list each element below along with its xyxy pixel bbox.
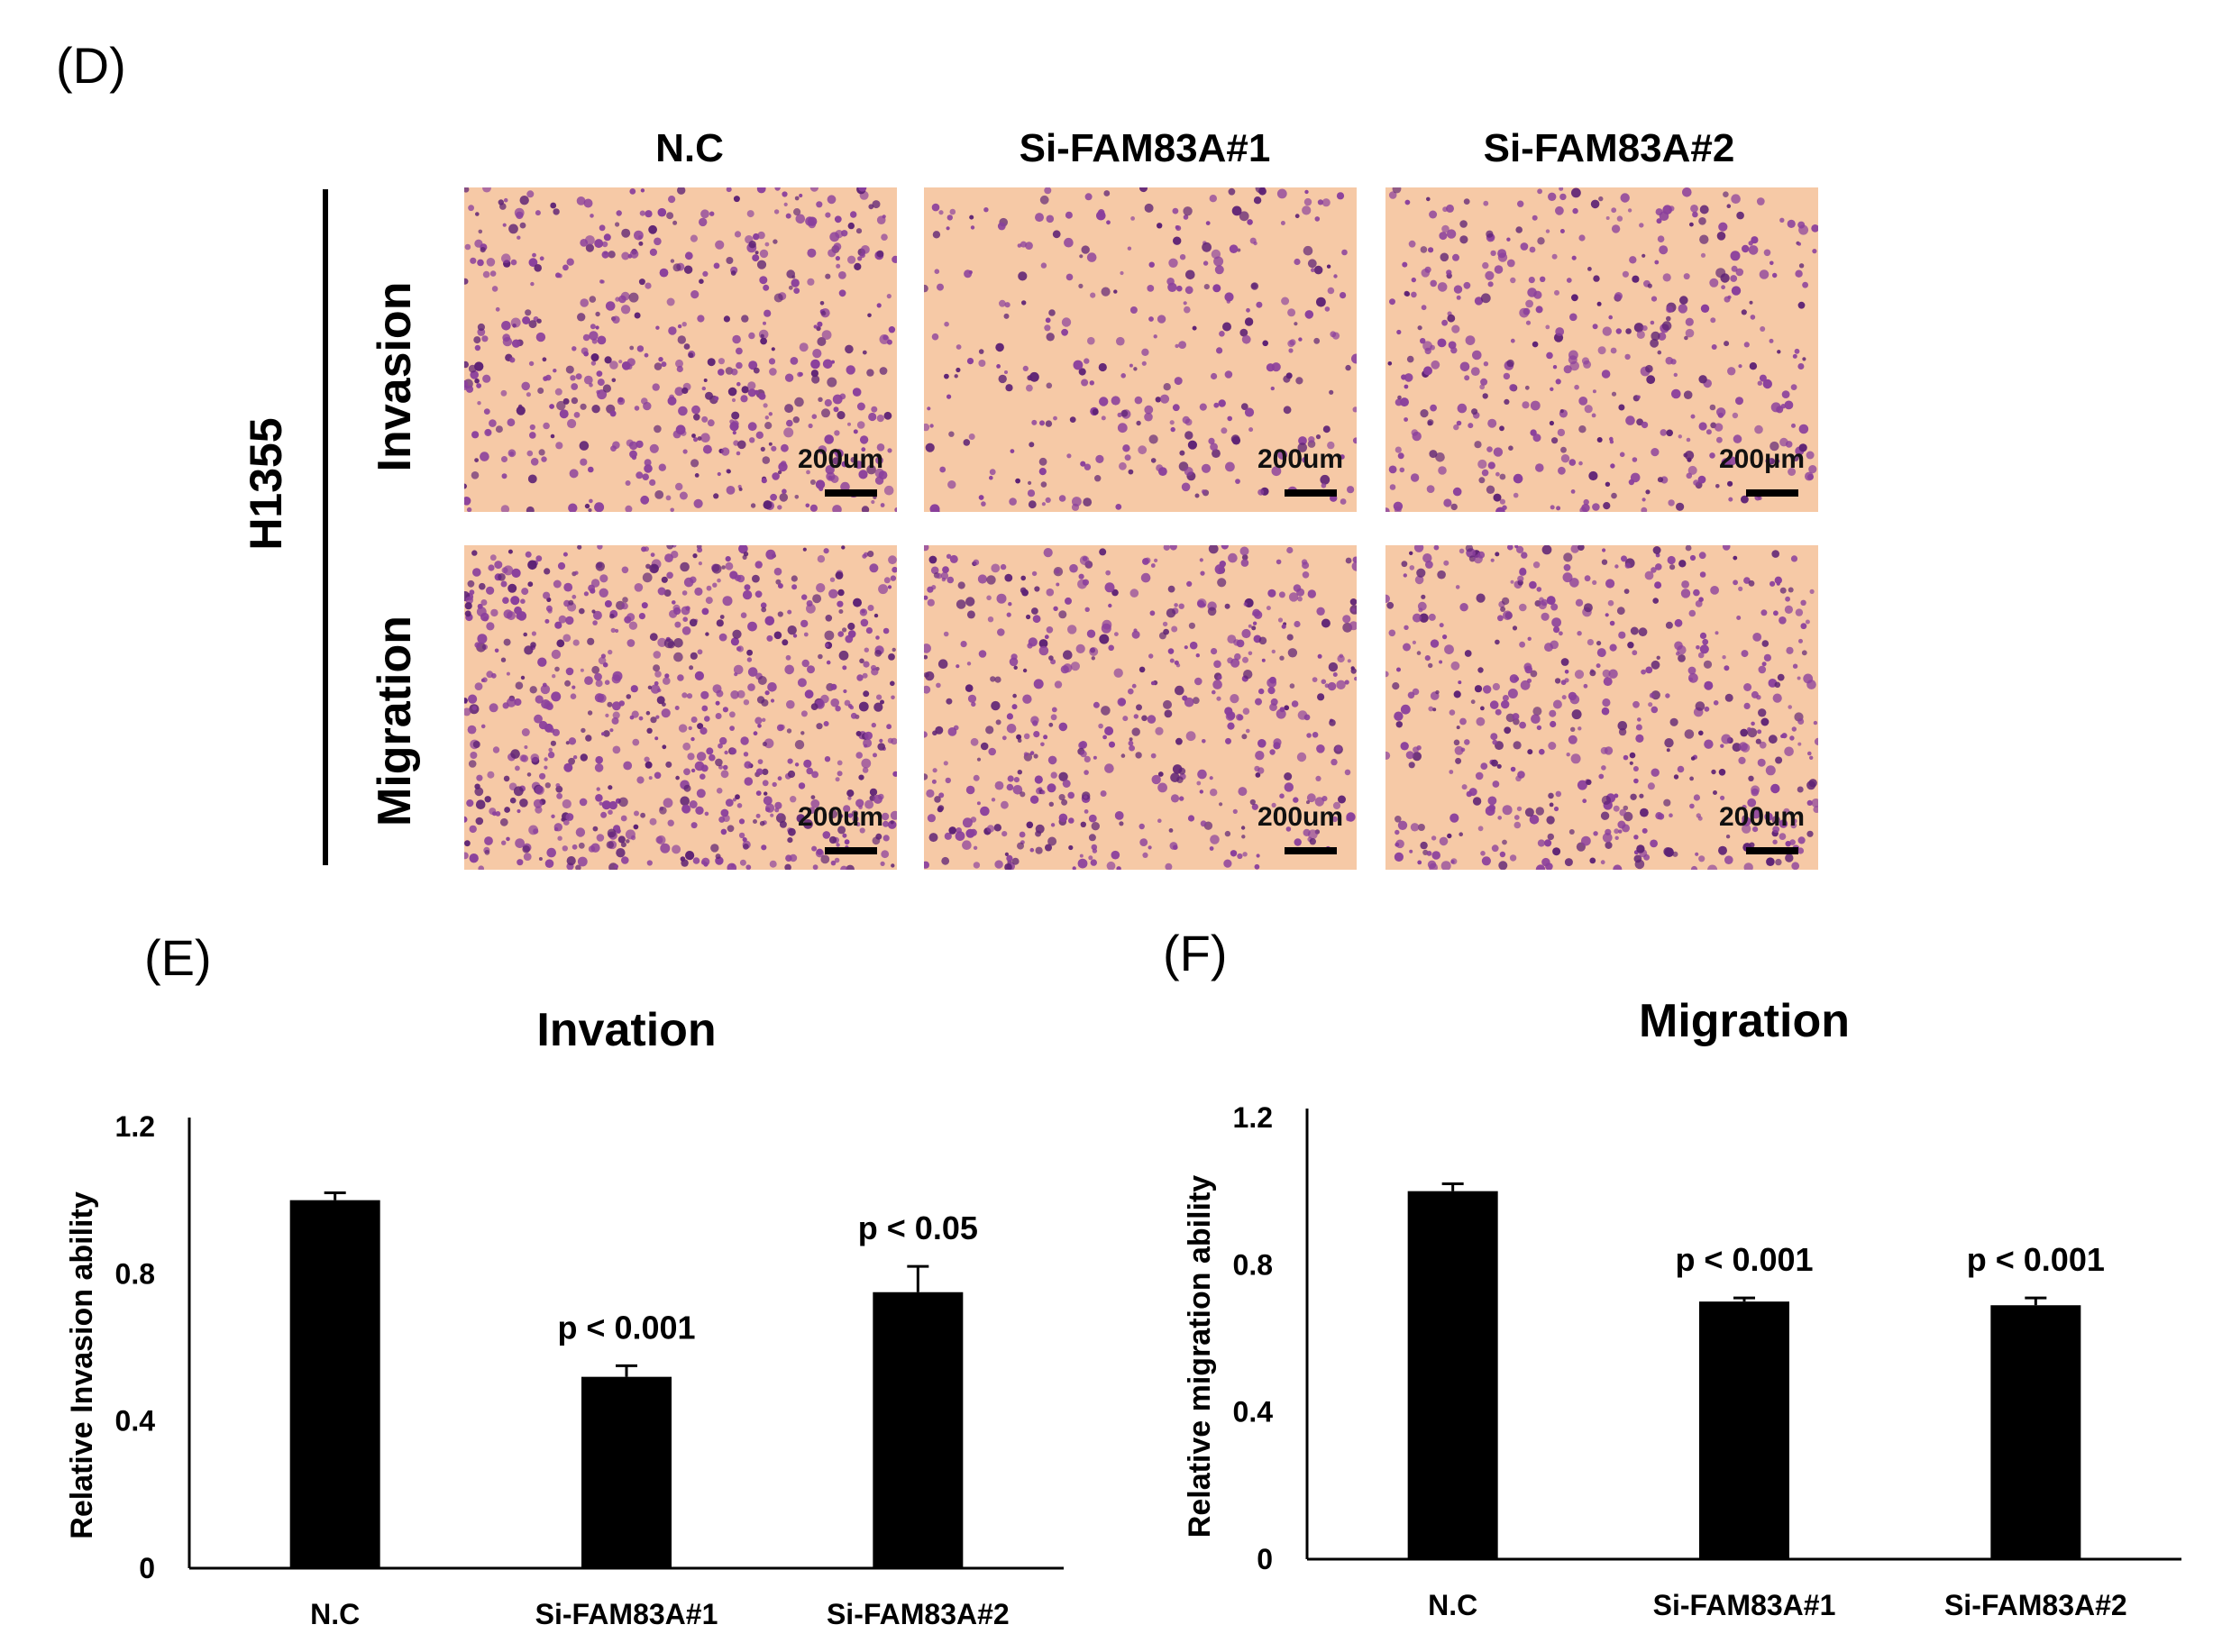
migration-chart-svg: Migration Relative migration ability 0 0.4 0…: [1183, 995, 2181, 1621]
bar: [581, 1376, 672, 1568]
x-tick-label: N.C: [1428, 1589, 1477, 1621]
row-label-invasion: Invasion: [369, 281, 421, 472]
significance-label: p < 0.001: [1675, 1241, 1813, 1278]
x-tick-label: N.C: [310, 1598, 360, 1630]
scale-label: 200um: [1257, 444, 1344, 474]
panel-f-letter: (F): [1163, 925, 1228, 981]
panel-d-letter: (D): [56, 37, 126, 94]
scale-bar: [825, 847, 877, 854]
x-tick-label: Si-FAM83A#2: [827, 1598, 1010, 1630]
scale-label: 200um: [1257, 802, 1344, 832]
x-tick-label: Si-FAM83A#1: [1653, 1589, 1836, 1621]
scale-bar: [1746, 847, 1798, 854]
scale-bar: [1285, 489, 1337, 497]
column-header-si1: Si-FAM83A#1: [1019, 126, 1271, 170]
column-header-si2: Si-FAM83A#2: [1483, 126, 1735, 170]
micrograph-invasion-2: [924, 187, 1357, 512]
bar: [873, 1291, 964, 1568]
x-tick-label: Si-FAM83A#1: [535, 1598, 718, 1630]
y-tick-label: 1.2: [1233, 1101, 1273, 1134]
y-tick-label: 0.8: [115, 1257, 155, 1290]
scale-label: 200um: [1719, 802, 1806, 832]
scale-bar: [1285, 847, 1337, 854]
panel-e-letter: (E): [144, 929, 212, 986]
micrograph-invasion-1: [464, 187, 897, 512]
x-tick-label: Si-FAM83A#2: [1944, 1589, 2127, 1621]
row-group-divider: [323, 189, 328, 865]
y-tick-label: 0: [1257, 1543, 1273, 1575]
chart-title: Invation: [536, 1004, 716, 1056]
scale-label: 200μm: [1719, 444, 1806, 474]
scale-bar: [825, 489, 877, 497]
micrograph-migration-3: [1385, 545, 1818, 870]
scale-label: 200um: [798, 444, 884, 474]
micrograph-migration-1: [464, 545, 897, 870]
y-tick-label: 0.8: [1233, 1248, 1273, 1281]
y-tick-label: 0.4: [1233, 1396, 1274, 1428]
chart-title: Migration: [1639, 995, 1850, 1047]
bar: [1407, 1191, 1498, 1559]
y-axis-label: Relative migration ability: [1183, 1175, 1217, 1538]
invasion-chart-svg: Invation Relative Invasion ability 0 0.4 0.8…: [65, 1004, 1064, 1630]
significance-label: p < 0.001: [557, 1309, 695, 1346]
significance-label: p < 0.05: [858, 1209, 978, 1246]
invasion-chart: Invation Relative Invasion ability 0 0.4 0.8…: [54, 991, 1082, 1645]
column-header-nc: N.C: [655, 126, 724, 170]
bar: [1990, 1305, 2081, 1559]
scale-bar: [1746, 489, 1798, 497]
bar: [1699, 1301, 1789, 1559]
y-tick-label: 0: [139, 1552, 155, 1584]
bar: [289, 1200, 380, 1568]
micrograph-migration-2: [924, 545, 1357, 870]
y-tick-label: 1.2: [115, 1110, 155, 1143]
micrograph-invasion-3: [1385, 187, 1818, 512]
row-label-migration: Migration: [369, 616, 421, 826]
significance-label: p < 0.001: [1967, 1241, 2105, 1278]
cell-line-label: H1355: [241, 417, 291, 551]
migration-chart: Migration Relative migration ability 0 0.4 0…: [1172, 982, 2199, 1636]
y-axis-label: Relative Invasion ability: [65, 1191, 99, 1539]
y-tick-label: 0.4: [115, 1405, 156, 1438]
scale-label: 200um: [798, 802, 884, 832]
